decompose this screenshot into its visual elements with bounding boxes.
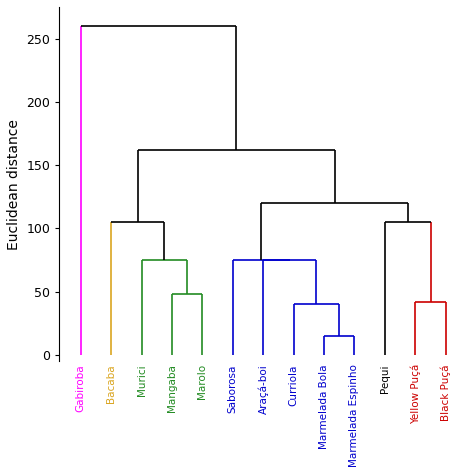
Y-axis label: Euclidean distance: Euclidean distance <box>7 118 21 250</box>
